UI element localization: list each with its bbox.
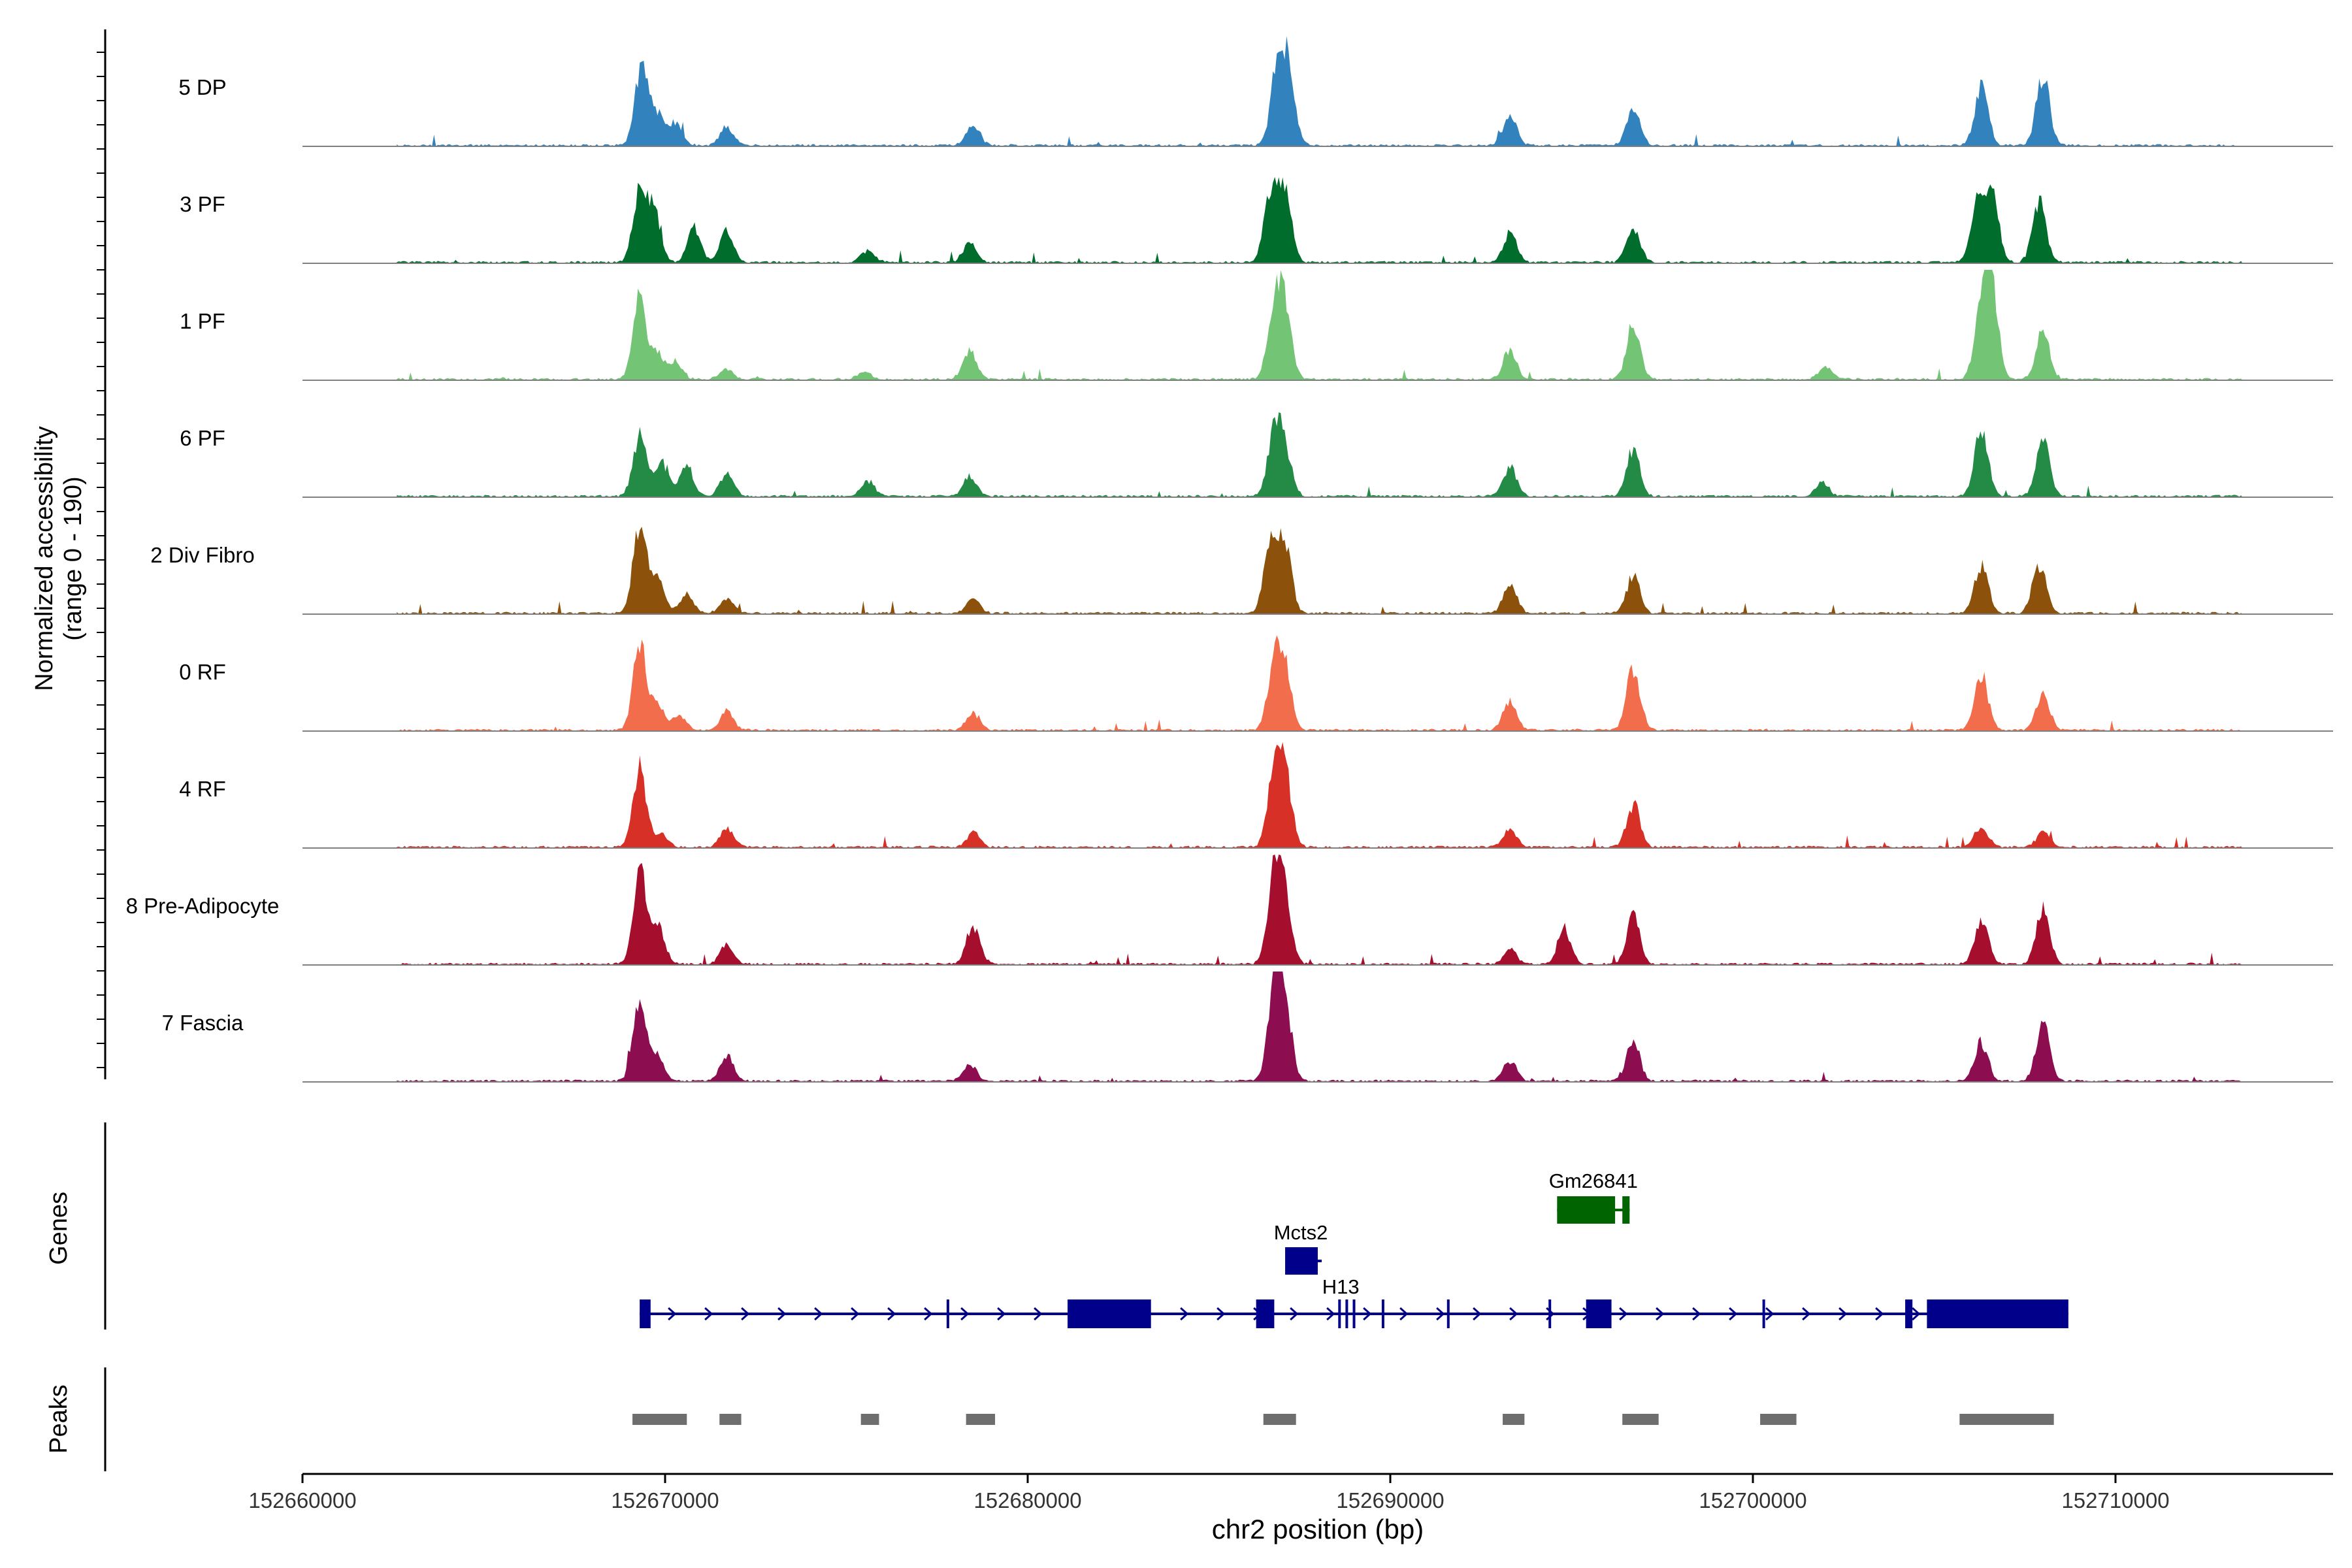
peak-region — [966, 1414, 996, 1425]
y-axis-label-line2: (range 0 - 190) — [59, 476, 87, 640]
x-tick-label: 152690000 — [1336, 1488, 1444, 1512]
track-label: 6 PF — [180, 426, 225, 450]
strand-arrow — [1838, 1307, 1848, 1321]
strand-arrow — [851, 1307, 860, 1321]
strand-arrow — [960, 1307, 970, 1321]
strand-arrow — [1765, 1307, 1774, 1321]
exon-block — [1905, 1299, 1913, 1328]
strand-arrow — [814, 1307, 823, 1321]
gene-label-h13: H13 — [1322, 1275, 1360, 1298]
strand-arrow — [1692, 1307, 1701, 1321]
gm26841-exon — [1557, 1196, 1616, 1224]
exon-block — [640, 1299, 651, 1328]
peak-region — [1622, 1414, 1659, 1425]
strand-arrow — [1473, 1307, 1482, 1321]
strand-arrow — [1509, 1307, 1518, 1321]
strand-arrow — [1034, 1307, 1043, 1321]
strand-arrow — [1656, 1307, 1665, 1321]
x-tick-label: 152660000 — [248, 1488, 356, 1512]
genes-track-label: Genes — [45, 1192, 73, 1265]
strand-arrow — [1912, 1307, 1921, 1321]
exon-block — [1256, 1299, 1275, 1328]
strand-arrow — [668, 1307, 677, 1321]
peak-region — [1263, 1414, 1296, 1425]
y-axis-label-line1: Normalized accessibility — [31, 426, 58, 691]
strand-arrow — [1290, 1307, 1299, 1321]
gene-label-mcts2: Mcts2 — [1274, 1221, 1328, 1244]
gene-mcts2: Mcts2 — [1274, 1221, 1328, 1275]
gene-models: H13 Mcts2 Gm26841 — [640, 1169, 2068, 1328]
strand-arrow — [741, 1307, 750, 1321]
coverage-track: 1 PF — [180, 270, 2333, 381]
gene-h13: H13 — [640, 1275, 2068, 1328]
x-tick-label: 152700000 — [1699, 1488, 1806, 1512]
peaks-track-label: Peaks — [45, 1384, 73, 1454]
strand-arrow — [704, 1307, 713, 1321]
peak-region — [1760, 1414, 1797, 1425]
coverage-tracks: 5 DP 3 PF 1 PF 6 PF 2 Div Fibro 0 RF 4 RF 8 Pre… — [126, 36, 2333, 1083]
strand-arrow — [1363, 1307, 1372, 1321]
strand-arrow — [1399, 1307, 1409, 1321]
peak-region — [1959, 1414, 2054, 1425]
coverage-track: 0 RF — [179, 635, 2333, 732]
x-tick-label: 152680000 — [973, 1488, 1081, 1512]
strand-arrow — [1436, 1307, 1445, 1321]
peak-regions — [632, 1414, 2054, 1425]
track-label: 2 Div Fibro — [150, 543, 255, 567]
strand-arrow — [1729, 1307, 1738, 1321]
coverage-track: 2 Div Fibro — [150, 527, 2333, 615]
track-label: 8 Pre-Adipocyte — [126, 894, 280, 918]
strand-arrow — [924, 1307, 933, 1321]
peak-region — [719, 1414, 742, 1425]
exon-block — [1927, 1299, 2068, 1328]
strand-arrow — [777, 1307, 787, 1321]
coverage-track: 7 Fascia — [162, 972, 2333, 1083]
peak-region — [632, 1414, 687, 1425]
exon-block — [1068, 1299, 1151, 1328]
strand-arrow — [1326, 1307, 1335, 1321]
coverage-track: 8 Pre-Adipocyte — [126, 855, 2333, 966]
mcts2-exon — [1285, 1247, 1318, 1275]
peaks-panel: Peaks — [45, 1367, 2054, 1471]
strand-arrow — [1875, 1307, 1884, 1321]
track-label: 1 PF — [180, 309, 225, 333]
coverage-track: 4 RF — [179, 742, 2333, 849]
coverage-track: 3 PF — [180, 176, 2333, 264]
genes-panel: Genes H13 Mcts2 Gm26841 — [45, 1122, 2068, 1330]
exon-block — [1586, 1299, 1612, 1328]
x-axis: 152660000 152670000 152680000 152690000 1527… — [248, 1473, 2333, 1512]
strand-arrow — [1217, 1307, 1226, 1321]
strand-arrow — [1619, 1307, 1628, 1321]
x-tick-label: 152670000 — [611, 1488, 719, 1512]
track-label: 7 Fascia — [162, 1011, 244, 1035]
gene-gm26841: Gm26841 — [1549, 1169, 1638, 1224]
track-label: 0 RF — [179, 660, 226, 684]
strand-arrow — [997, 1307, 1006, 1321]
track-label: 5 DP — [178, 75, 226, 99]
strand-arrow — [1802, 1307, 1811, 1321]
coverage-track: 5 DP — [178, 36, 2333, 147]
gm26841-exon — [1622, 1196, 1630, 1224]
peak-region — [1503, 1414, 1525, 1425]
track-label: 4 RF — [179, 777, 226, 801]
track-label: 3 PF — [180, 192, 225, 216]
x-axis-title: chr2 position (bp) — [1212, 1514, 1424, 1544]
y-axis-title: Normalized accessibility (range 0 - 190) — [31, 426, 87, 691]
x-tick-label: 152710000 — [2061, 1488, 2169, 1512]
coverage-y-axis — [97, 29, 106, 1079]
strand-arrow — [1180, 1307, 1189, 1321]
gene-label-gm26841: Gm26841 — [1549, 1169, 1638, 1192]
strand-arrow — [887, 1307, 896, 1321]
peak-region — [860, 1414, 879, 1425]
coverage-track: 6 PF — [180, 412, 2333, 498]
